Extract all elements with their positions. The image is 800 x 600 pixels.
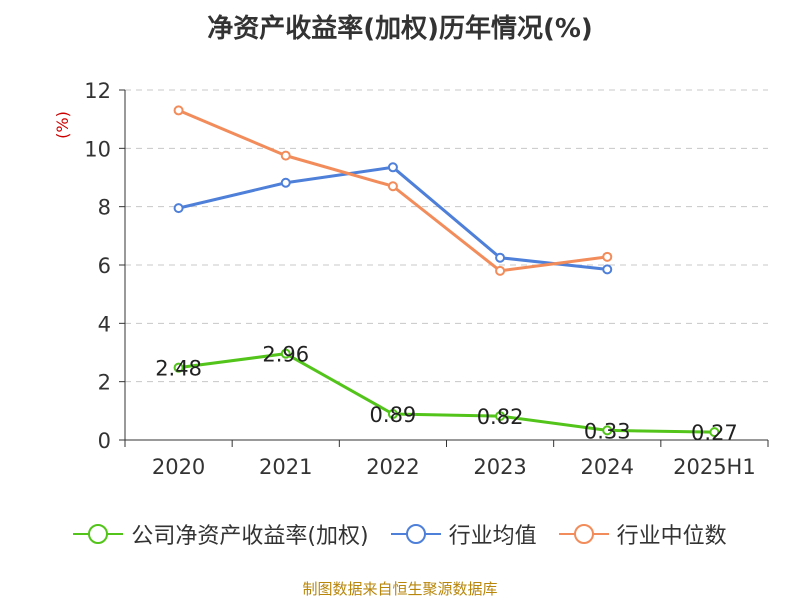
data-label: 2.48 xyxy=(155,357,202,381)
data-point xyxy=(173,203,184,214)
data-label: 0.27 xyxy=(691,421,738,445)
data-source-note: 制图数据来自恒生聚源数据库 xyxy=(302,580,498,598)
data-point xyxy=(280,348,291,359)
data-point xyxy=(602,425,613,436)
data-point xyxy=(709,427,720,438)
data-point xyxy=(280,177,291,188)
y-tick-label: 2 xyxy=(98,371,111,395)
x-tick-label: 2021 xyxy=(259,455,312,479)
data-label: 2.96 xyxy=(262,343,309,367)
x-tick-label: 2025H1 xyxy=(673,455,756,479)
legend-marker-icon xyxy=(390,524,441,544)
data-point xyxy=(387,409,398,420)
data-point xyxy=(173,362,184,373)
legend-item-industry-median[interactable]: 行业中位数 xyxy=(558,518,727,550)
legend-marker-icon xyxy=(73,524,124,544)
y-tick-label: 4 xyxy=(98,312,111,336)
chart-title: 净资产收益率(加权)历年情况(%) xyxy=(207,14,593,44)
legend-item-industry-mean[interactable]: 行业均值 xyxy=(390,518,537,550)
data-point xyxy=(495,265,506,276)
y-tick-label: 8 xyxy=(98,196,111,220)
legend-marker-icon xyxy=(558,524,609,544)
data-label: 0.82 xyxy=(477,405,524,429)
series-line-0 xyxy=(178,352,715,434)
data-point xyxy=(495,411,506,422)
data-point xyxy=(602,251,613,262)
x-tick-label: 2024 xyxy=(581,455,634,479)
y-tick-label: 6 xyxy=(98,254,111,278)
data-point xyxy=(280,150,291,161)
data-point xyxy=(602,264,613,275)
data-point xyxy=(495,252,506,263)
data-point xyxy=(387,181,398,192)
legend-label: 行业中位数 xyxy=(616,524,727,549)
data-label: 0.89 xyxy=(370,403,417,427)
y-tick-label: 10 xyxy=(84,137,111,161)
data-label: 0.33 xyxy=(584,419,631,443)
x-tick-label: 2020 xyxy=(152,455,205,479)
x-tick-label: 2023 xyxy=(473,455,526,479)
x-tick-label: 2022 xyxy=(366,455,419,479)
legend-label: 行业均值 xyxy=(448,524,537,549)
legend: 公司净资产收益率(加权) 行业均值 行业中位数 xyxy=(0,518,800,550)
data-point xyxy=(387,162,398,173)
y-tick-label: 12 xyxy=(84,79,111,103)
legend-label: 公司净资产收益率(加权) xyxy=(131,524,369,549)
legend-item-company[interactable]: 公司净资产收益率(加权) xyxy=(73,518,369,550)
y-tick-label: 0 xyxy=(98,429,111,453)
data-point xyxy=(173,105,184,116)
y-axis-label: (%) xyxy=(53,111,72,139)
